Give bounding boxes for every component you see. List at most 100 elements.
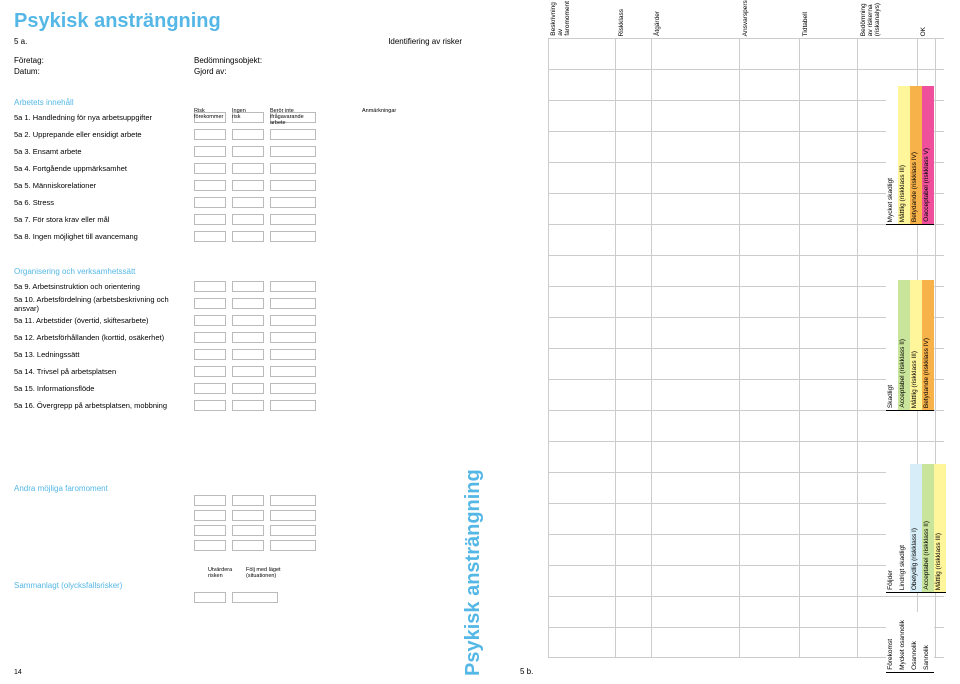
right-table-cell[interactable] <box>548 101 616 131</box>
right-table-cell[interactable] <box>652 380 740 410</box>
right-table-cell[interactable] <box>548 349 616 379</box>
right-table-cell[interactable] <box>652 318 740 348</box>
right-table-cell[interactable] <box>616 39 652 69</box>
form-box[interactable] <box>194 180 226 191</box>
right-table-cell[interactable] <box>616 504 652 534</box>
form-box[interactable] <box>232 383 264 394</box>
form-box[interactable] <box>232 540 264 551</box>
right-table-cell[interactable] <box>800 132 858 162</box>
form-box[interactable] <box>232 349 264 360</box>
right-table-cell[interactable] <box>652 70 740 100</box>
form-box[interactable] <box>194 495 226 506</box>
right-table-cell[interactable] <box>800 349 858 379</box>
right-table-cell[interactable] <box>548 132 616 162</box>
right-table-cell[interactable] <box>652 132 740 162</box>
right-table-cell[interactable] <box>548 380 616 410</box>
form-box[interactable] <box>270 349 316 360</box>
form-box[interactable] <box>194 163 226 174</box>
right-table-cell[interactable] <box>548 442 616 472</box>
right-table-cell[interactable] <box>800 380 858 410</box>
right-table-cell[interactable] <box>616 101 652 131</box>
right-table-cell[interactable] <box>740 442 800 472</box>
form-box[interactable] <box>194 540 226 551</box>
right-table-cell[interactable] <box>616 535 652 565</box>
form-box[interactable] <box>270 315 316 326</box>
form-box[interactable] <box>232 146 264 157</box>
form-box[interactable] <box>232 281 264 292</box>
form-box[interactable] <box>232 315 264 326</box>
form-box[interactable] <box>270 332 316 343</box>
form-box[interactable] <box>232 332 264 343</box>
right-table-cell[interactable] <box>652 287 740 317</box>
right-table-cell[interactable] <box>740 535 800 565</box>
right-table-cell[interactable] <box>548 163 616 193</box>
right-table-cell[interactable] <box>548 287 616 317</box>
right-table-cell[interactable] <box>800 194 858 224</box>
right-table-cell[interactable] <box>800 442 858 472</box>
right-table-cell[interactable] <box>652 163 740 193</box>
form-box[interactable] <box>194 383 226 394</box>
right-table-cell[interactable] <box>918 225 936 255</box>
right-table-cell[interactable] <box>616 628 652 657</box>
form-box[interactable] <box>194 349 226 360</box>
form-box[interactable] <box>194 400 226 411</box>
right-table-cell[interactable] <box>652 442 740 472</box>
right-table-cell[interactable] <box>616 287 652 317</box>
right-table-cell[interactable] <box>740 628 800 657</box>
form-box[interactable] <box>194 146 226 157</box>
form-box[interactable] <box>270 129 316 140</box>
form-box[interactable] <box>232 163 264 174</box>
right-table-cell[interactable] <box>800 225 858 255</box>
form-box[interactable] <box>194 592 226 603</box>
right-table-cell[interactable] <box>740 132 800 162</box>
right-table-cell[interactable] <box>616 473 652 503</box>
right-table-cell[interactable] <box>800 566 858 596</box>
right-table-cell[interactable] <box>548 70 616 100</box>
right-table-cell[interactable] <box>548 194 616 224</box>
right-table-cell[interactable] <box>548 597 616 627</box>
right-table-cell[interactable] <box>800 287 858 317</box>
form-box[interactable] <box>270 180 316 191</box>
right-table-cell[interactable] <box>616 70 652 100</box>
right-table-cell[interactable] <box>616 225 652 255</box>
form-box[interactable] <box>270 214 316 225</box>
form-box[interactable] <box>232 197 264 208</box>
right-table-cell[interactable] <box>548 225 616 255</box>
right-table-cell[interactable] <box>652 504 740 534</box>
right-table-cell[interactable] <box>800 39 858 69</box>
form-box[interactable] <box>270 383 316 394</box>
right-table-cell[interactable] <box>652 39 740 69</box>
right-table-cell[interactable] <box>858 225 918 255</box>
right-table-cell[interactable] <box>616 318 652 348</box>
right-table-cell[interactable] <box>800 101 858 131</box>
right-table-cell[interactable] <box>548 504 616 534</box>
form-box[interactable] <box>232 366 264 377</box>
right-table-cell[interactable] <box>616 256 652 286</box>
right-table-cell[interactable] <box>548 256 616 286</box>
right-table-cell[interactable] <box>616 597 652 627</box>
right-table-cell[interactable] <box>800 597 858 627</box>
form-box[interactable] <box>270 298 316 309</box>
form-box[interactable] <box>270 400 316 411</box>
right-table-cell[interactable] <box>616 442 652 472</box>
form-box[interactable] <box>232 525 264 536</box>
form-box[interactable] <box>232 400 264 411</box>
form-box[interactable] <box>232 129 264 140</box>
right-table-cell[interactable] <box>652 473 740 503</box>
right-table-cell[interactable] <box>800 70 858 100</box>
form-box[interactable] <box>194 298 226 309</box>
right-table-cell[interactable] <box>740 101 800 131</box>
right-table-cell[interactable] <box>800 163 858 193</box>
form-box[interactable] <box>270 163 316 174</box>
right-table-cell[interactable] <box>918 411 936 441</box>
right-table-cell[interactable] <box>800 535 858 565</box>
right-table-cell[interactable] <box>740 256 800 286</box>
form-box[interactable] <box>194 197 226 208</box>
form-box[interactable] <box>270 231 316 242</box>
right-table-cell[interactable] <box>652 349 740 379</box>
right-table-cell[interactable] <box>740 39 800 69</box>
form-box[interactable] <box>194 231 226 242</box>
right-table-cell[interactable] <box>652 194 740 224</box>
right-table-cell[interactable] <box>616 411 652 441</box>
right-table-cell[interactable] <box>652 225 740 255</box>
